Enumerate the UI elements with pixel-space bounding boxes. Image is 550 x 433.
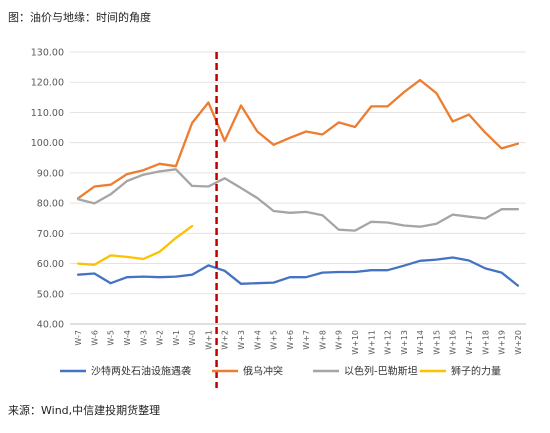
figure-title: 图：油价与地缘：时间的角度 [8,11,151,24]
x-tick-label: W+7 [302,330,311,350]
x-tick-label: W-2 [156,330,165,346]
x-tick-label: W+14 [416,330,425,355]
x-tick-label: W+18 [481,330,490,355]
figure-source: 来源：Wind,中信建投期货整理 [8,404,161,417]
x-tick-label: W+12 [384,330,393,355]
x-tick-label: W-6 [90,330,99,346]
y-tick-label: 100.00 [31,138,64,149]
x-tick-label: W+2 [221,330,230,350]
series-lines [76,78,520,287]
x-tick-label: W-7 [74,330,83,346]
x-tick-label: W+4 [253,330,262,350]
legend-label: 沙特两处石油设施遇袭 [91,365,191,378]
x-tick-label: W+13 [400,330,409,355]
y-tick-label: 90.00 [37,168,64,179]
x-tick-label: W+10 [351,330,360,355]
series-line-0 [76,256,520,287]
y-tick-label: 50.00 [37,289,64,300]
legend-label: 俄乌冲突 [243,365,283,378]
x-tick-label: W-5 [107,330,116,346]
series-line-1 [76,78,520,200]
x-tick-label: W+16 [449,330,458,355]
legend-label: 狮子的力量 [451,365,501,378]
y-tick-label: 110.00 [31,108,64,119]
y-tick-label: 120.00 [31,78,64,89]
y-tick-label: 70.00 [37,229,64,240]
x-tick-label: W+5 [270,330,279,350]
x-tick-label: W-3 [139,330,148,346]
x-tick-label: W+8 [318,330,327,350]
x-tick-label: W-4 [123,330,132,346]
y-axis-ticks: 40.00 50.00 60.00 70.00 80.00 90.00 100.00 110.… [31,48,64,331]
legend: 沙特两处石油设施遇袭 俄乌冲突 以色列-巴勒斯坦 狮子的力量 [60,365,501,378]
x-axis-ticks: W-7 W-6 W-5 W-4 W-3 W-2 W-1 W-0 W+1 W+2 W+3 W+4 W+5 W… [74,330,523,355]
x-tick-label: W+9 [335,330,344,350]
legend-label: 以色列-巴勒斯坦 [344,365,418,378]
x-tick-label: W+3 [237,330,246,350]
x-tick-label: W+11 [367,330,376,355]
x-tick-label: W+19 [498,330,507,355]
x-tick-label: W+17 [465,330,474,355]
x-tick-label: W-1 [172,330,181,346]
y-tick-label: 60.00 [37,259,64,270]
y-tick-label: 80.00 [37,199,64,210]
series-line-3 [76,224,194,266]
x-tick-label: W+20 [514,330,523,355]
y-gridlines [70,51,526,295]
y-tick-label: 130.00 [31,48,64,59]
x-tick-label: W+15 [432,330,441,355]
x-tick-label: W+1 [204,330,213,350]
x-tick-label: W-0 [188,330,197,346]
x-tick-label: W+6 [286,330,295,350]
series-line-2 [76,168,520,232]
y-tick-label: 40.00 [37,320,64,331]
